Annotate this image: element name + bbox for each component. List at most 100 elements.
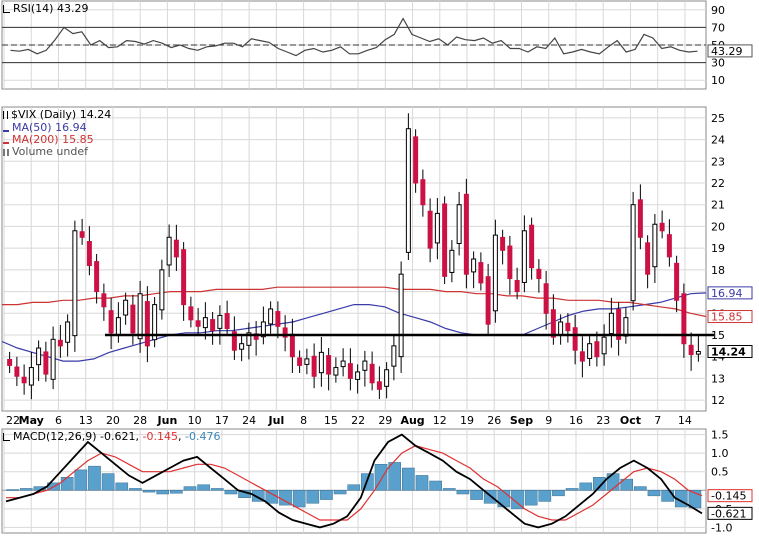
price-tick-label: 13 [711,372,725,385]
candle-body [326,355,332,375]
rsi-line [10,17,698,57]
candle-body [572,327,578,351]
macd-histogram-bar [429,480,442,491]
candle-body [456,204,462,244]
candle-body [442,203,448,277]
candle-body [681,293,687,345]
candle-body [14,366,20,377]
candle-body [275,311,281,327]
ma200-value-badge [707,310,753,324]
macd-histogram-bar [579,482,593,491]
x-tick-label: 22 [6,414,20,427]
x-tick-label: 28 [133,414,147,427]
candle-body [594,341,600,358]
candle-body [543,283,549,314]
candle-body [608,312,614,335]
candle-body [347,363,353,379]
candle-body [478,262,484,284]
candle-body [94,261,100,293]
x-tick-label: 26 [487,414,501,427]
candle-body [471,258,477,273]
ma50-swatch-icon [3,125,9,132]
macd-histogram-bar [224,490,238,495]
macd-histogram-bar [442,488,456,491]
candle-body [36,347,42,366]
candle-body [152,304,158,341]
ma50-legend-text: MA(50) 16.94 [12,121,87,134]
macd-tick-label: 1.5 [711,429,729,442]
rsi-tick-label: 30 [711,57,725,70]
rsi-legend-text: RSI(14) 43.29 [13,2,89,15]
x-tick-label: 13 [79,414,93,427]
macd-histogram-bar [333,490,347,495]
macd-sep-1: , [135,430,143,443]
candle-body [485,276,491,325]
x-tick-label: Aug [400,414,424,427]
x-tick-label: 19 [460,414,474,427]
x-tick-label: 14 [678,414,692,427]
macd-histogram-bar [101,473,115,491]
macd-histogram-bar [470,490,483,500]
candle-body [130,304,136,334]
price-tick-label: 20 [711,220,725,233]
candle-body [434,212,440,244]
macd-histogram-bar [593,477,606,491]
x-tick-label: 16 [569,414,583,427]
candle-body [565,322,571,332]
x-tick-label: 17 [215,414,229,427]
macd-histogram-bar [511,490,524,510]
candle-body [369,363,375,384]
candle-body [616,308,622,340]
volume-legend: Volume undef [3,146,88,158]
signal-value-badge [707,489,753,503]
candle-body [217,314,223,329]
price-tick-label: 19 [711,242,725,255]
x-tick-label: 24 [242,414,256,427]
macd-histogram-bar [156,490,170,495]
macd-histogram-bar [456,490,470,495]
candle-body [695,351,701,355]
candle-body [268,308,274,325]
ma50-legend: MA(50) 16.94 [3,122,87,134]
x-tick-label: 10 [188,414,202,427]
price-tick-label: 24 [711,134,725,147]
x-tick-label: 20 [106,414,120,427]
candle-body [144,301,150,347]
macd-histogram-bar [388,462,402,491]
rsi-legend: RSI(14) 43.29 [3,3,88,15]
candle-body [652,223,658,268]
candle-body [43,351,49,375]
candle-body [362,360,368,371]
candle-body [304,358,310,365]
candle-body [123,299,129,316]
candle-body [57,339,63,347]
vix-legend-text: $VIX (Daily) 14.24 [11,108,112,121]
ma200-swatch-icon [3,137,9,144]
x-tick-label: 6 [55,414,62,427]
macd-histogram-bar [210,488,224,491]
candle-body [86,241,92,267]
x-tick-label: 23 [596,414,610,427]
x-tick-label: 12 [433,414,447,427]
candle-body [630,204,636,302]
candle-body [166,236,172,266]
candle-body [340,360,346,368]
candle-body [65,321,71,343]
x-tick-label: Oct [620,414,641,427]
candle-body [181,249,187,306]
ma50-line [1,292,707,362]
macd-histogram-bar [552,490,565,497]
volume-legend-text: Volume undef [12,145,88,158]
macd-histogram-bar [197,484,210,491]
candle-body [601,336,607,355]
candle-body [318,351,324,374]
macd-histogram-bar [74,469,88,491]
candle-body [115,317,121,336]
candle-body [529,224,535,269]
signal-line [6,445,703,521]
candle-body [79,231,85,238]
price-tick-label: 22 [711,177,725,190]
rsi-tick-label: 90 [711,4,725,17]
vix-value-label: 14.24 [711,346,746,359]
